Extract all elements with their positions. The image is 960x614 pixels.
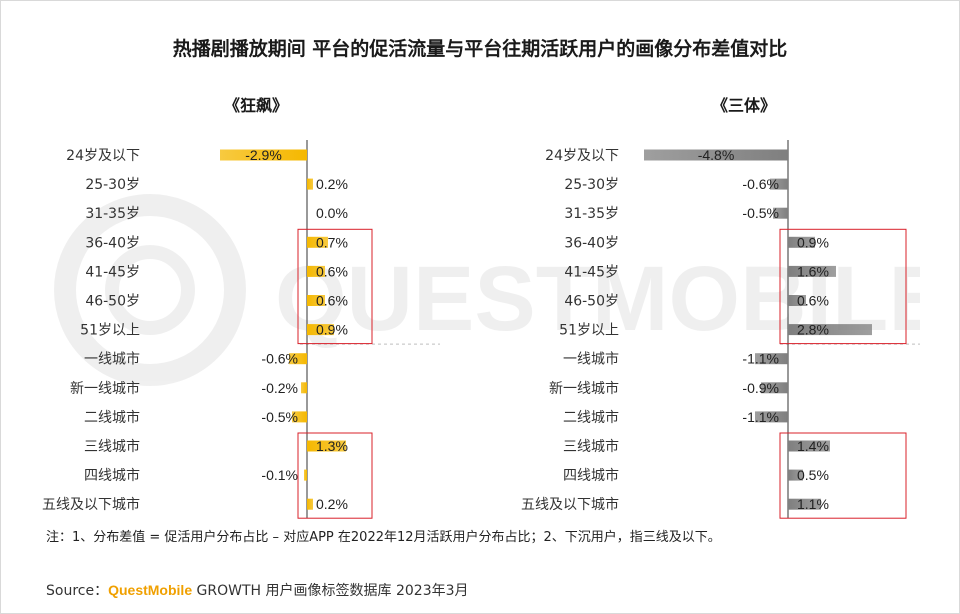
page-title: 热播剧播放期间 平台的促活流量与平台往期活跃用户的画像分布差值对比 [172,38,788,60]
bar-left [292,411,307,423]
data-label-right: 0.6% [797,293,829,309]
category-label-right: 36-40岁 [564,235,619,251]
source-prefix: Source： [46,583,109,599]
data-label-right: 1.6% [797,263,829,279]
category-label-left: 四线城市 [84,467,140,484]
bar-left [307,178,313,190]
highlight-box-right [779,432,907,519]
category-label-left: 24岁及以下 [66,148,140,164]
bar-right [761,382,788,394]
data-label-left: 0.6% [316,263,348,279]
left-chart-title: 《狂飙》 [224,96,289,115]
bar-left [289,353,307,365]
category-label-left: 31-35岁 [85,206,140,222]
data-label-left: 0.6% [316,293,348,309]
bar-right [788,498,821,510]
data-label-left: 0.2% [316,496,348,512]
category-label-left: 新一线城市 [70,380,140,397]
category-label-left: 51岁以上 [80,323,140,339]
data-label-left: -0.2% [261,380,298,396]
highlight-box-left [297,228,373,345]
bar-right [644,149,788,161]
bar-left [220,149,307,161]
category-label-right: 四线城市 [563,467,619,484]
category-label-right: 25-30岁 [564,177,619,193]
bar-left [307,498,313,510]
category-label-left: 五线及以下城市 [42,496,140,513]
category-label-right: 新一线城市 [549,380,619,397]
data-label-left: -0.5% [261,409,298,425]
data-label-right: -1.1% [742,351,779,367]
data-label-right: 2.8% [797,322,829,338]
data-label-left: -0.1% [261,467,298,483]
category-label-right: 46-50岁 [564,294,619,310]
category-label-left: 二线城市 [84,409,140,426]
data-label-right: -0.5% [742,205,779,221]
category-label-right: 24岁及以下 [545,148,619,164]
bar-right [788,324,872,336]
bar-right [788,469,803,481]
bar-right [788,295,806,306]
bar-left [304,469,307,481]
data-label-right: 1.1% [797,496,829,512]
category-label-left: 46-50岁 [85,294,140,310]
category-label-right: 一线城市 [563,351,619,368]
bar-right [770,178,788,190]
source-suffix: GROWTH 用户画像标签数据库 2023年3月 [192,583,469,599]
bar-left [307,236,328,248]
category-label-right: 41-45岁 [564,264,619,280]
category-label-right: 31-35岁 [564,206,619,222]
data-label-right: 1.4% [797,438,829,454]
bar-left [307,324,334,336]
data-label-left: 0.9% [316,322,348,338]
highlight-box-right [779,228,907,345]
bar-right [755,353,788,365]
data-label-left: 0.2% [316,176,348,192]
bar-right [788,440,830,452]
data-label-right: -0.6% [742,176,779,192]
category-label-left: 一线城市 [84,351,140,368]
category-label-left: 41-45岁 [85,264,140,280]
category-label-left: 三线城市 [84,438,140,455]
data-label-left: 0.7% [316,234,348,250]
data-label-left: -0.6% [261,351,298,367]
bar-left [307,265,325,277]
source-line: Source：QuestMobile GROWTH 用户画像标签数据库 2023… [46,580,469,600]
data-label-right: 0.5% [797,467,829,483]
data-label-right: -1.1% [742,409,779,425]
bar-left [307,295,325,306]
category-label-left: 36-40岁 [85,235,140,251]
category-label-right: 五线及以下城市 [521,496,619,513]
bar-left [307,440,346,452]
highlight-box-left [297,432,373,519]
source-brand: QuestMobile [108,582,193,598]
data-label-right: -0.9% [742,380,779,396]
data-label-left: 0.0% [316,205,348,221]
bar-left [301,382,307,394]
data-label-right: 0.9% [797,234,829,250]
data-label-right: -4.8% [698,147,735,163]
category-label-right: 三线城市 [563,438,619,455]
bar-right [755,411,788,423]
category-label-left: 25-30岁 [85,177,140,193]
footnote: 注：1、分布差值 = 促活用户分布占比 – 对应APP 在2022年12月活跃用… [46,530,721,545]
bar-right [773,207,788,219]
right-chart-title: 《三体》 [712,96,777,115]
bar-right [788,236,815,248]
data-label-left: -2.9% [245,147,282,163]
bar-right [788,265,836,277]
data-label-left: 1.3% [316,438,348,454]
category-label-right: 51岁以上 [559,323,619,339]
category-label-right: 二线城市 [563,409,619,426]
